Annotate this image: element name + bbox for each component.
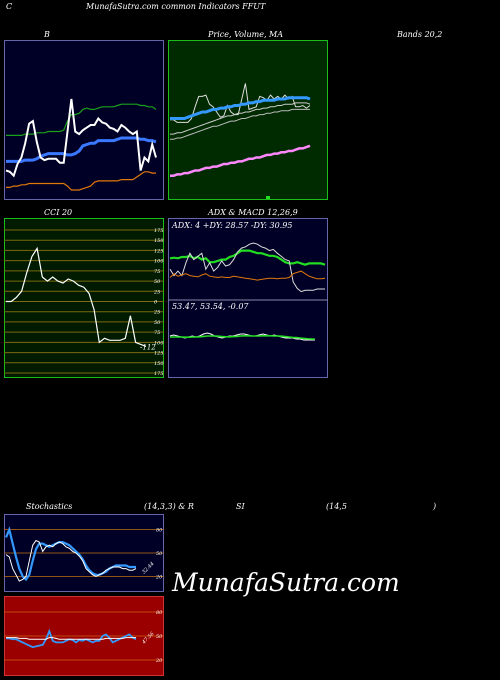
rsi-tick-label: 20 bbox=[155, 658, 163, 664]
macd-plot bbox=[169, 332, 316, 341]
rsi-tick-label: 50 bbox=[156, 634, 163, 640]
stoch-label-b: (14,3,3) & R bbox=[144, 502, 194, 511]
bollinger-panel bbox=[4, 40, 164, 200]
rsi-tick-label: 80 bbox=[156, 610, 163, 616]
bollinger-plot bbox=[5, 98, 157, 191]
page-title: MunafaSutra.com common Indicators FFUT bbox=[86, 2, 266, 11]
cci-tick-label: 150 bbox=[154, 238, 164, 244]
cci-tick-label: 150 bbox=[154, 361, 164, 367]
adx-macd-panel: ADX: 4 +DY: 28.57 -DY: 30.95 53.47, 53.5… bbox=[168, 218, 328, 378]
price-bg bbox=[168, 40, 328, 200]
cci-tick-label: 100 bbox=[154, 340, 164, 346]
cci-tick-label: 100 bbox=[154, 259, 164, 265]
cci-tick-label: 0 bbox=[154, 300, 158, 306]
stoch-slow-line bbox=[4, 526, 136, 582]
adx-plot bbox=[169, 242, 326, 293]
price-ma_grey1-line bbox=[170, 102, 311, 135]
bollinger-mid-line bbox=[6, 136, 157, 163]
adx-macd-label: ADX & MACD 12,26,9 bbox=[208, 208, 298, 217]
adx-plus_dy-line bbox=[169, 242, 325, 293]
cci-tick-label: 175 bbox=[154, 228, 164, 234]
cci-tick-label: 25 bbox=[153, 310, 160, 316]
cci-tick-label: 175 bbox=[154, 371, 164, 377]
bollinger-lower-line bbox=[6, 171, 156, 191]
stoch-tick-label: 20 bbox=[155, 574, 163, 580]
rsi-label-b: (14,5 bbox=[326, 502, 347, 511]
stoch-tick-label: 80 bbox=[156, 528, 163, 534]
header-left: C bbox=[6, 2, 13, 11]
price-ma_grey2-line bbox=[170, 108, 310, 140]
cci-current-label: -112 bbox=[140, 343, 156, 351]
price-ma_magenta-line bbox=[170, 144, 311, 177]
watermark: MunafaSutra.com bbox=[172, 568, 400, 597]
cci-tick-label: 25 bbox=[153, 289, 160, 295]
bollinger-bg bbox=[4, 40, 164, 200]
cci-tick-label: 75 bbox=[154, 330, 160, 336]
adx-minus_dy-line bbox=[169, 270, 326, 281]
cci-tick-label: 125 bbox=[154, 351, 164, 357]
cci-tick-label: 50 bbox=[154, 279, 161, 285]
cci-plot: -112 bbox=[6, 246, 156, 351]
volume-bar bbox=[266, 196, 270, 199]
cci-tick-label: 50 bbox=[154, 320, 161, 326]
price-panel bbox=[168, 40, 328, 200]
stoch-label-a: Stochastics bbox=[26, 502, 73, 511]
rsi-label-a: SI bbox=[236, 502, 245, 511]
cci-line bbox=[6, 246, 147, 347]
adx-bg bbox=[168, 218, 328, 378]
cci-label: CCI 20 bbox=[44, 208, 73, 217]
bollinger-price-line bbox=[5, 98, 157, 178]
macd-readout: 53.47, 53.54, -0.07 bbox=[172, 302, 249, 311]
rsi-grid: 80 50 20 bbox=[4, 610, 164, 664]
bollinger-upper-line bbox=[6, 103, 157, 137]
cci-tick-label: 75 bbox=[154, 269, 160, 275]
adx-readout: ADX: 4 +DY: 28.57 -DY: 30.95 bbox=[171, 221, 292, 230]
macd-signal-line bbox=[170, 335, 316, 340]
price-ma_blue-line bbox=[170, 96, 311, 120]
rsi-label-c: ) bbox=[433, 502, 437, 511]
price-label: Price, Volume, MA bbox=[208, 30, 284, 39]
stoch-fast-line bbox=[5, 539, 137, 582]
cci-bg bbox=[4, 218, 164, 378]
cci-tick-label: 125 bbox=[154, 248, 164, 254]
cci-panel: 175 150 125 100 75 50 25 0 25 50 75 100 125 150 175 -1… bbox=[4, 218, 164, 378]
stoch-tick-label: 50 bbox=[156, 551, 163, 557]
price-plot bbox=[170, 83, 311, 177]
rsi-mrsi-line bbox=[6, 637, 136, 640]
bollinger-label: B bbox=[44, 30, 50, 39]
bands-label: Bands 20,2 bbox=[397, 30, 443, 39]
